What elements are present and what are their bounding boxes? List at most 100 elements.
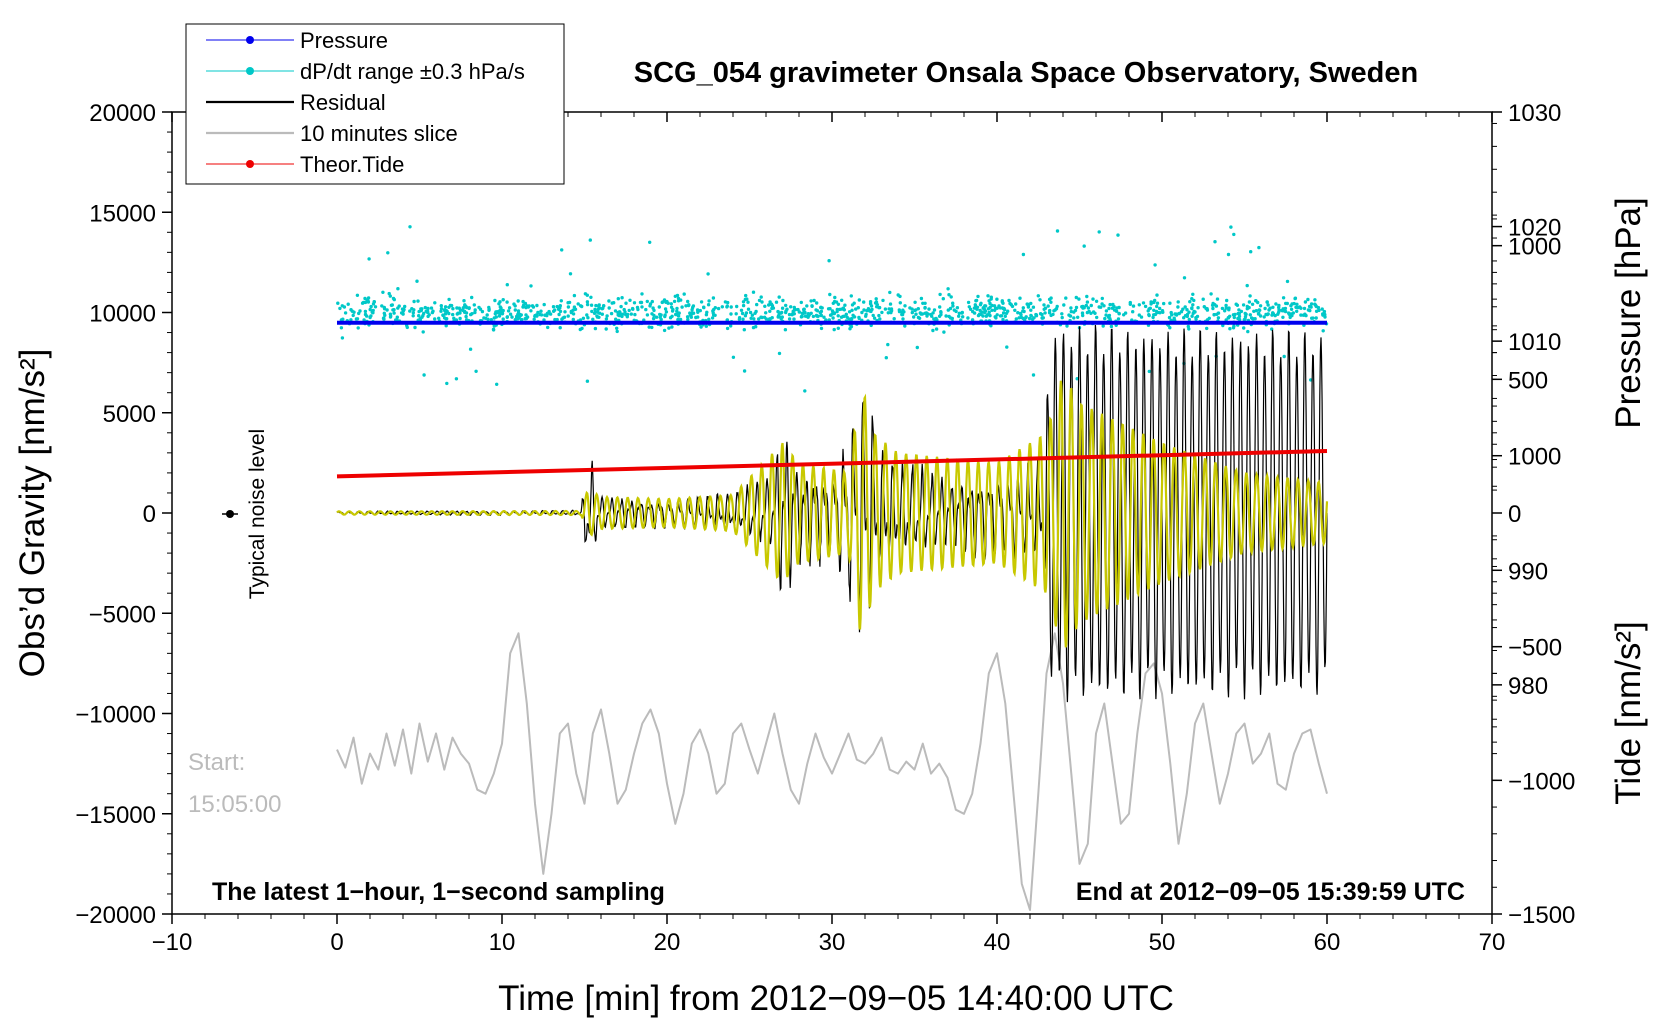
dpdt-point bbox=[412, 299, 416, 304]
dpdt-point bbox=[781, 298, 785, 303]
dpdt-point bbox=[433, 317, 437, 321]
dpdt-point bbox=[1190, 314, 1194, 318]
dpdt-point bbox=[443, 305, 448, 309]
dpdt-point bbox=[979, 301, 983, 305]
dpdt-point bbox=[932, 317, 936, 321]
dpdt-point bbox=[1001, 301, 1005, 305]
dpdt-point bbox=[735, 304, 739, 309]
dpdt-point bbox=[951, 301, 955, 305]
dpdt-point bbox=[1207, 316, 1212, 320]
dpdt-point bbox=[731, 355, 736, 359]
dpdt-point bbox=[990, 308, 994, 312]
dpdt-point bbox=[1232, 315, 1237, 320]
dpdt-point bbox=[764, 311, 768, 315]
dpdt-point bbox=[806, 315, 810, 319]
dpdt-point bbox=[368, 315, 372, 320]
dpdt-point bbox=[875, 305, 879, 309]
dpdt-point bbox=[650, 325, 654, 330]
dpdt-point bbox=[810, 304, 814, 308]
dpdt-point bbox=[473, 308, 477, 312]
dpdt-point bbox=[914, 308, 918, 312]
dpdt-point bbox=[1031, 373, 1036, 377]
dpdt-point bbox=[1131, 304, 1136, 308]
dpdt-point bbox=[864, 314, 868, 318]
dpdt-point bbox=[749, 316, 753, 320]
legend-marker bbox=[246, 36, 254, 44]
dpdt-point bbox=[1254, 309, 1259, 313]
dpdt-point bbox=[1257, 308, 1262, 312]
dpdt-point bbox=[923, 311, 927, 315]
dpdt-point bbox=[1018, 311, 1023, 316]
dpdt-point bbox=[1074, 295, 1079, 300]
dpdt-point bbox=[1103, 316, 1107, 321]
dpdt-point bbox=[676, 312, 680, 316]
dpdt-point bbox=[1273, 313, 1277, 318]
dpdt-point bbox=[1287, 312, 1291, 316]
dpdt-point bbox=[645, 299, 649, 304]
dpdt-point bbox=[585, 379, 590, 383]
dpdt-point bbox=[757, 298, 762, 303]
dpdt-point bbox=[850, 308, 854, 312]
dpdt-point bbox=[531, 305, 536, 309]
dpdt-point bbox=[585, 302, 590, 307]
dpdt-point bbox=[1276, 310, 1281, 315]
y-left-tick-label: −15000 bbox=[75, 802, 156, 829]
dpdt-point bbox=[1213, 240, 1217, 244]
dpdt-point bbox=[400, 307, 405, 311]
dpdt-point bbox=[589, 303, 594, 307]
dpdt-point bbox=[929, 312, 933, 317]
dpdt-point bbox=[560, 317, 564, 321]
dpdt-point bbox=[1177, 311, 1182, 316]
dpdt-point bbox=[452, 316, 456, 320]
y-tide-tick-label: −500 bbox=[1508, 635, 1562, 662]
dpdt-point bbox=[1237, 317, 1242, 322]
dpdt-point bbox=[976, 294, 980, 299]
dpdt-point bbox=[951, 304, 955, 308]
dpdt-point bbox=[580, 304, 584, 309]
dpdt-point bbox=[809, 299, 813, 303]
dpdt-point bbox=[968, 307, 973, 311]
dpdt-point bbox=[785, 307, 789, 311]
dpdt-point bbox=[986, 294, 990, 298]
dpdt-point bbox=[1268, 306, 1272, 310]
dpdt-point bbox=[1321, 329, 1325, 333]
dpdt-point bbox=[647, 325, 651, 329]
dpdt-point bbox=[1005, 345, 1009, 349]
dpdt-point bbox=[774, 300, 779, 304]
dpdt-point bbox=[501, 317, 505, 321]
dpdt-point bbox=[914, 312, 918, 316]
legend-marker bbox=[246, 67, 254, 75]
dpdt-point bbox=[650, 312, 654, 316]
dpdt-point bbox=[527, 304, 531, 308]
dpdt-point bbox=[725, 326, 730, 331]
dpdt-point bbox=[619, 304, 623, 309]
dpdt-point bbox=[1302, 306, 1307, 311]
dpdt-point bbox=[1097, 230, 1101, 234]
dpdt-point bbox=[769, 302, 774, 306]
dpdt-point bbox=[1143, 304, 1148, 309]
dpdt-point bbox=[657, 305, 661, 309]
dpdt-point bbox=[1258, 304, 1263, 308]
dpdt-point bbox=[1282, 354, 1286, 359]
dpdt-point bbox=[844, 312, 848, 316]
dpdt-point bbox=[1095, 315, 1099, 320]
dpdt-point bbox=[1077, 297, 1081, 301]
dpdt-point bbox=[752, 317, 756, 321]
dpdt-point bbox=[1246, 329, 1250, 334]
dpdt-point bbox=[412, 308, 416, 312]
dpdt-point bbox=[633, 312, 637, 317]
dpdt-point bbox=[625, 312, 630, 317]
dpdt-point bbox=[790, 313, 794, 317]
y-pressure-tick-label: 980 bbox=[1508, 673, 1548, 700]
dpdt-point bbox=[340, 304, 344, 308]
dpdt-point bbox=[1223, 309, 1227, 313]
dpdt-point bbox=[591, 317, 595, 321]
dpdt-point bbox=[912, 315, 916, 319]
dpdt-point bbox=[423, 305, 427, 310]
dpdt-point bbox=[369, 304, 373, 309]
x-tick-label: 20 bbox=[654, 929, 681, 956]
dpdt-point bbox=[421, 313, 425, 318]
dpdt-point bbox=[1266, 303, 1270, 307]
dpdt-point bbox=[1243, 317, 1247, 321]
dpdt-point bbox=[836, 326, 840, 330]
